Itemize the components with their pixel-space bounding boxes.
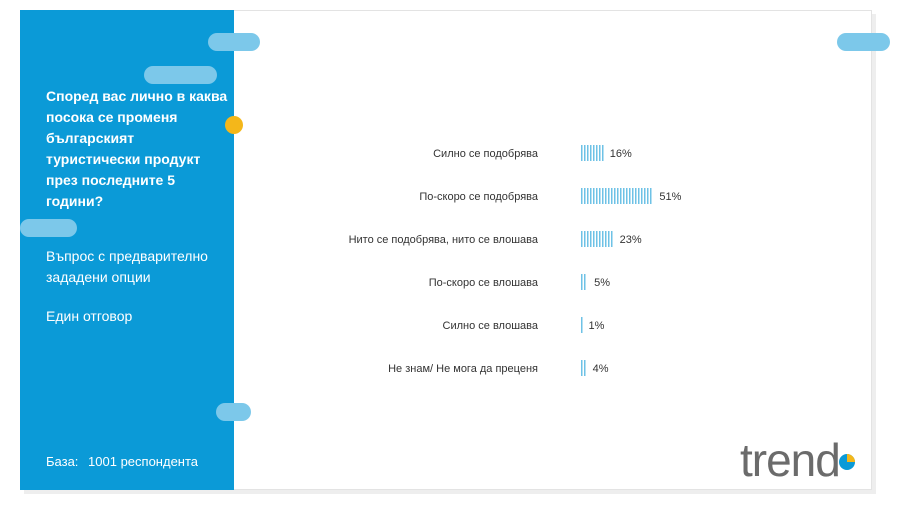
bar-stripe: [593, 188, 595, 204]
bar-stripe: [650, 188, 652, 204]
category-label: По-скоро се влошава: [429, 277, 539, 289]
value-label: 51%: [659, 191, 681, 203]
bar-stripe: [581, 274, 583, 290]
sidebar: [20, 10, 234, 490]
bar-stripe: [629, 188, 631, 204]
trend-logo: trend: [740, 434, 855, 484]
bar-stripe: [599, 145, 601, 161]
category-label: По-скоро се подобрява: [419, 191, 539, 203]
bar-stripe: [644, 188, 646, 204]
bar-stripe: [587, 231, 589, 247]
bar-stripe: [611, 231, 613, 247]
bar-stripe: [647, 188, 649, 204]
base-info: База: 1001 респондента: [46, 453, 198, 471]
bar-stripe: [596, 145, 598, 161]
bar-stripe: [596, 231, 598, 247]
bar: [581, 231, 613, 247]
bar-stripe: [599, 231, 601, 247]
bar: [581, 145, 604, 161]
bar-stripe: [608, 231, 610, 247]
category-label: Силно се подобрява: [433, 148, 539, 160]
bar-stripe: [581, 145, 583, 161]
bar-stripe: [593, 231, 595, 247]
category-label: Не знам/ Не мога да преценя: [388, 363, 538, 375]
value-label: 1%: [589, 320, 605, 332]
logo-text: trend: [740, 434, 840, 484]
bar-stripe: [584, 145, 586, 161]
bar-stripe: [605, 231, 607, 247]
bar-stripe: [623, 188, 625, 204]
bar-stripe: [611, 188, 613, 204]
accent-dot: [225, 116, 243, 134]
bar-stripe: [581, 231, 583, 247]
bar: [581, 360, 586, 376]
bar-stripe: [581, 360, 583, 376]
bar-stripe: [581, 188, 583, 204]
bar-stripe: [581, 317, 583, 333]
question-text: Според вас лично в каква посока се проме…: [46, 88, 228, 209]
bar-stripe: [626, 188, 628, 204]
value-label: 5%: [594, 277, 610, 289]
bar-stripe: [641, 188, 643, 204]
bar-stripe: [590, 188, 592, 204]
decorative-pill: [144, 66, 217, 84]
decorative-pill: [216, 403, 251, 421]
bar-stripe: [617, 188, 619, 204]
decorative-pill: [837, 33, 890, 51]
value-label: 16%: [610, 148, 632, 160]
category-label: Силно се влошава: [443, 320, 539, 332]
bar-stripe: [584, 274, 586, 290]
bar-stripe: [584, 231, 586, 247]
bar-stripe: [587, 145, 589, 161]
base-value: 1001 респондента: [88, 454, 199, 469]
bar: [581, 274, 586, 290]
bar-stripe: [638, 188, 640, 204]
base-label: База:: [46, 454, 79, 469]
bar-stripe: [584, 360, 586, 376]
bar-stripe: [593, 145, 595, 161]
bar-stripe: [599, 188, 601, 204]
decorative-pill: [20, 219, 77, 237]
bar-stripe: [590, 231, 592, 247]
decorative-pill: [208, 33, 260, 51]
bar-stripe: [635, 188, 637, 204]
bar-stripe: [587, 188, 589, 204]
bar: [581, 188, 652, 204]
bar-stripe: [632, 188, 634, 204]
bar-stripe: [602, 188, 604, 204]
answer-type: Един отговор: [46, 308, 133, 324]
category-label: Нито се подобрява, нито се влошава: [349, 234, 539, 246]
question-type: Въпрос с предварително зададени опции: [46, 248, 208, 285]
bar-stripe: [608, 188, 610, 204]
value-label: 4%: [593, 363, 609, 375]
bar: [581, 317, 583, 333]
bar-stripe: [620, 188, 622, 204]
bar-stripe: [596, 188, 598, 204]
value-label: 23%: [620, 234, 642, 246]
bar-stripe: [602, 231, 604, 247]
bar-stripe: [590, 145, 592, 161]
bar-stripe: [605, 188, 607, 204]
bar-stripe: [614, 188, 616, 204]
bar-stripe: [602, 145, 604, 161]
logo-mark-segment: [847, 454, 855, 462]
bar-stripe: [584, 188, 586, 204]
